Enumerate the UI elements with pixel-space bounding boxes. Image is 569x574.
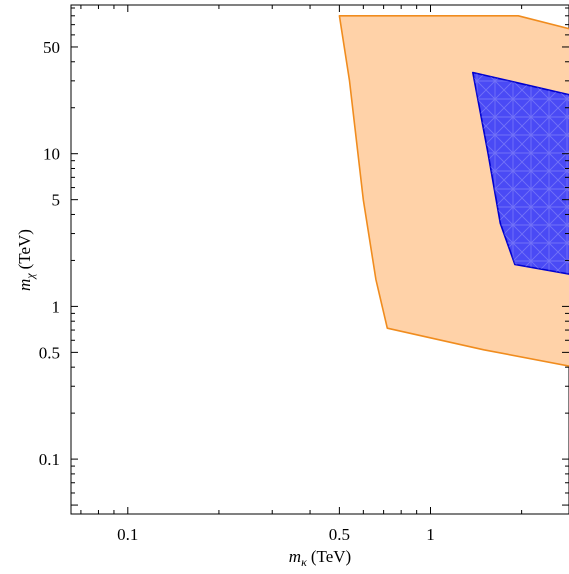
y-tick-label: 10 [43, 145, 60, 164]
y-tick-label: 1 [52, 297, 61, 316]
y-tick-label: 0.5 [39, 343, 60, 362]
regions-layer [338, 15, 569, 367]
x-tick-label: 1 [426, 525, 435, 544]
x-tick-label: 0.5 [329, 525, 350, 544]
y-tick-label: 5 [52, 191, 61, 210]
x-tick-label: 0.1 [117, 525, 138, 544]
x-axis-label: mκ (TeV) [289, 547, 351, 569]
inner-region-texture [472, 72, 569, 275]
ticks-layer [71, 5, 569, 514]
y-tick-label: 0.1 [39, 450, 60, 469]
y-tick-label: 50 [43, 38, 60, 57]
y-axis-label: mχ(TeV) [15, 229, 37, 291]
